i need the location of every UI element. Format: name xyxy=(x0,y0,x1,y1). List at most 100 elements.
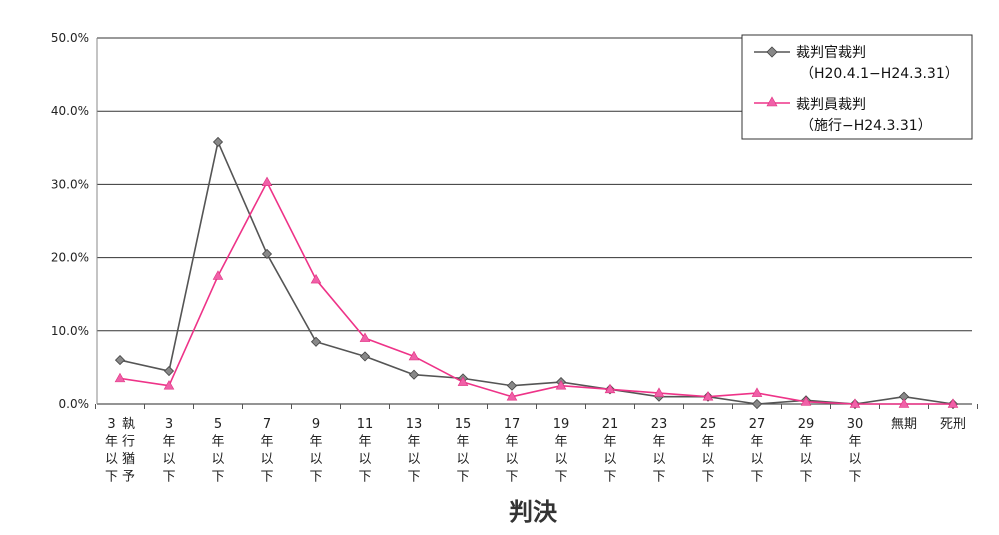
x-tick-char: 3 xyxy=(165,417,173,432)
series-1 xyxy=(114,176,959,408)
data-point xyxy=(114,372,126,383)
x-tick-char: 27 xyxy=(749,417,766,432)
x-tick-char: 年 xyxy=(211,435,224,450)
x-tick-char: 下 xyxy=(358,470,371,485)
y-tick-label: 50.0% xyxy=(51,31,89,45)
x-tick-label: 無期 xyxy=(891,417,917,432)
x-tick-char: 以 xyxy=(505,452,518,467)
x-tick-char: 30 xyxy=(847,417,864,432)
x-tick-char: 年 xyxy=(358,435,371,450)
x-tick-char: 15 xyxy=(455,417,472,432)
x-tick-char: 以 xyxy=(211,452,224,467)
x-tick-char: 19 xyxy=(553,417,570,432)
y-tick-label: 20.0% xyxy=(51,251,89,265)
x-tick-label: 25 年以下 xyxy=(700,417,717,485)
legend-series-period-judges: （H20.4.1−H24.3.31） xyxy=(800,66,959,82)
y-tick-label: 30.0% xyxy=(51,177,89,191)
data-point xyxy=(898,398,910,408)
x-tick-char: 死刑 xyxy=(940,417,966,432)
x-tick-char: 下 xyxy=(848,470,861,485)
data-point xyxy=(408,369,420,380)
x-tick-char: 年 xyxy=(407,435,420,450)
x-tick-char: 下 xyxy=(407,470,420,485)
x-tick-label: 15 年以下 xyxy=(455,417,472,485)
x-tick-char: 以 xyxy=(701,452,714,467)
x-tick-char: 以 xyxy=(554,452,567,467)
x-tick-char: 年 xyxy=(162,435,175,450)
x-tick-label: 23 年以下 xyxy=(651,417,668,485)
x-tick-char: 予 xyxy=(122,470,135,485)
x-tick-char: 以 xyxy=(105,452,118,467)
series-layer xyxy=(114,136,959,410)
x-tick-label: 5 年以下 xyxy=(211,417,224,485)
data-point xyxy=(506,380,518,391)
legend-series-period-lay-judges: （施行−H24.3.31） xyxy=(800,118,932,134)
x-tick-label: 7 年以下 xyxy=(260,417,273,485)
x-tick-char: 下 xyxy=(652,470,665,485)
x-tick-char: 21 xyxy=(602,417,619,432)
data-point xyxy=(163,380,175,390)
x-tick-char: 以 xyxy=(407,452,420,467)
x-tick-label: 19 年以下 xyxy=(553,417,570,485)
axis-layer: 0.0% 10.0% 20.0% 30.0% 40.0% 50.0% xyxy=(51,31,978,411)
x-tick-char: 年 xyxy=(652,435,665,450)
y-tick-label: 40.0% xyxy=(51,104,89,118)
x-tick-label: 30 年以下 xyxy=(847,417,864,485)
x-tick-char: 下 xyxy=(260,470,273,485)
x-tick-char: 以 xyxy=(309,452,322,467)
data-point xyxy=(947,398,959,408)
data-point xyxy=(457,376,469,386)
data-point xyxy=(163,365,175,377)
x-tick-char: 猶 xyxy=(122,452,135,467)
x-tick-char: 以 xyxy=(652,452,665,467)
data-point xyxy=(849,398,861,408)
x-tick-char: 以 xyxy=(799,452,812,467)
x-tick-char: 29 xyxy=(798,417,815,432)
x-tick-char: 7 xyxy=(263,417,271,432)
x-tick-char: 以 xyxy=(162,452,175,467)
x-tick-char: 下 xyxy=(750,470,763,485)
x-tick-char: 下 xyxy=(603,470,616,485)
x-tick-char: 以 xyxy=(750,452,763,467)
legend: 裁判官裁判 （H20.4.1−H24.3.31） 裁判員裁判 （施行−H24.3… xyxy=(741,34,973,140)
x-tick-char: 23 xyxy=(651,417,668,432)
x-tick-char: 下 xyxy=(456,470,469,485)
data-point xyxy=(261,248,273,260)
legend-entry-judges: 裁判官裁判 （H20.4.1−H24.3.31） xyxy=(754,45,959,82)
x-tick-char: 以 xyxy=(603,452,616,467)
x-tick-char: 年 xyxy=(554,435,567,450)
x-tick-char: 5 xyxy=(214,417,222,432)
series-line xyxy=(119,181,953,405)
x-tick-char: 年 xyxy=(105,435,118,450)
y-tick-label: 0.0% xyxy=(59,397,90,411)
data-point xyxy=(555,380,567,390)
x-tick-char: 下 xyxy=(799,470,812,485)
y-tick-label: 10.0% xyxy=(51,324,89,338)
x-tick-char: 年 xyxy=(260,435,273,450)
data-point xyxy=(604,383,616,394)
data-point xyxy=(114,355,126,366)
x-tick-label: 21 年以下 xyxy=(602,417,619,485)
legend-entry-lay-judges: 裁判員裁判 （施行−H24.3.31） xyxy=(754,96,932,134)
x-tick-char: 無期 xyxy=(891,417,917,432)
legend-marker-diamond xyxy=(766,46,778,58)
x-tick-char: 下 xyxy=(554,470,567,485)
x-tick-char: 9 xyxy=(312,417,320,432)
data-point xyxy=(702,391,714,401)
data-point xyxy=(653,387,665,397)
x-tick-char: 13 xyxy=(406,417,423,432)
data-point xyxy=(212,136,224,148)
legend-series-name-judges: 裁判官裁判 xyxy=(796,45,866,61)
x-tick-char: 年 xyxy=(750,435,763,450)
x-tick-char: 年 xyxy=(701,435,714,450)
x-tick-char: 以 xyxy=(358,452,371,467)
x-tick-char: 11 xyxy=(357,417,374,432)
x-tick-label: 29 年以下 xyxy=(798,417,815,485)
x-tick-char: 年 xyxy=(603,435,616,450)
legend-marker-triangle xyxy=(766,96,778,107)
data-point xyxy=(310,273,322,284)
x-tick-char: 執 xyxy=(122,416,135,432)
